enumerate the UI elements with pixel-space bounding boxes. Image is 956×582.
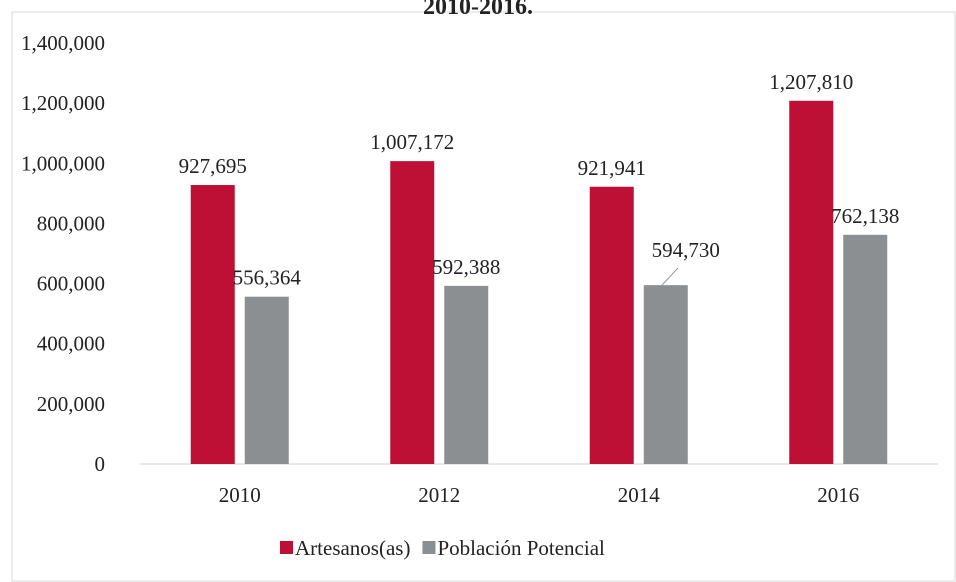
- bar: [843, 234, 888, 464]
- y-tick-label: 400,000: [37, 332, 105, 356]
- legend-label: Población Potencial: [437, 536, 605, 560]
- value-label: 927,695: [179, 154, 247, 178]
- value-label: 592,388: [432, 255, 500, 279]
- y-tick-label: 200,000: [37, 392, 105, 416]
- y-tick-label: 0: [95, 452, 106, 476]
- value-label: 762,138: [831, 204, 899, 228]
- leader-line: [661, 267, 679, 286]
- value-label: 921,941: [578, 156, 646, 180]
- bar: [589, 186, 634, 465]
- bar: [789, 100, 834, 464]
- x-tick-label: 2010: [219, 483, 261, 507]
- x-tick-label: 2014: [618, 483, 661, 507]
- y-tick-label: 1,000,000: [21, 151, 105, 175]
- y-tick-label: 600,000: [37, 272, 105, 296]
- value-label: 1,007,172: [370, 130, 454, 154]
- y-tick-label: 1,400,000: [21, 31, 105, 55]
- y-tick-label: 800,000: [37, 211, 105, 235]
- bar: [190, 185, 235, 464]
- bar: [444, 285, 489, 464]
- value-label: 594,730: [652, 238, 720, 262]
- legend-swatch: [422, 541, 436, 554]
- legend-label: Artesanos(as): [295, 536, 410, 560]
- bar: [244, 296, 289, 464]
- bar: [643, 285, 688, 464]
- value-label: 556,364: [233, 266, 302, 290]
- bar: [390, 161, 435, 464]
- chart-title: 2010-2016.: [423, 0, 533, 20]
- value-label: 1,207,810: [769, 70, 853, 94]
- x-tick-label: 2016: [817, 483, 859, 507]
- chart-border: [11, 11, 956, 582]
- x-tick-label: 2012: [418, 483, 460, 507]
- y-tick-label: 1,200,000: [21, 91, 105, 115]
- legend-swatch: [280, 541, 293, 554]
